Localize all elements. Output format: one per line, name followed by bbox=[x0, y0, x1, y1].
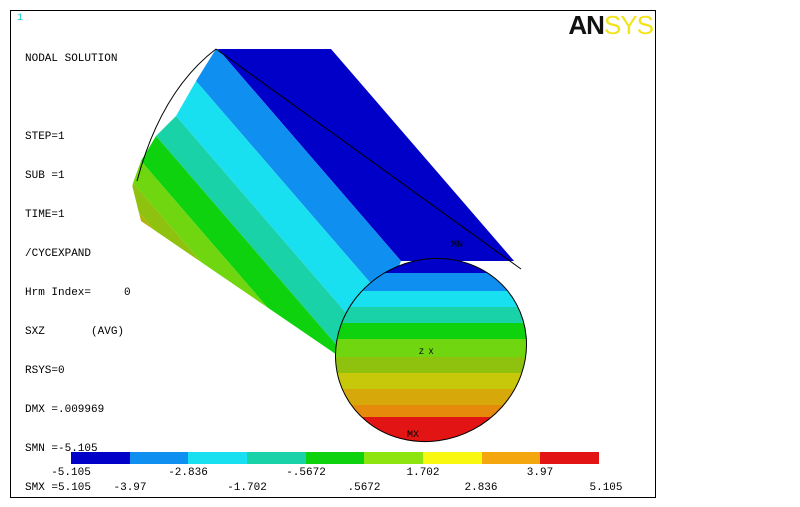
end-cap-outline bbox=[334, 257, 528, 443]
info-line: RSYS=0 bbox=[25, 365, 65, 377]
solution-info-block: NODAL SOLUTION STEP=1 SUB =1 TIME=1 /CYC… bbox=[25, 27, 131, 497]
ansys-logo: ANSYS bbox=[568, 10, 654, 40]
legend-label: .5672 bbox=[347, 482, 381, 494]
side-band bbox=[176, 81, 386, 336]
legend-swatch bbox=[188, 452, 248, 464]
info-line: SXZ (AVG) bbox=[25, 326, 125, 338]
legend-label: 1.702 bbox=[406, 467, 440, 479]
side-band bbox=[156, 116, 366, 356]
info-line: Hrm Index= 0 bbox=[25, 287, 131, 299]
window-number: 1 bbox=[17, 13, 24, 24]
side-band bbox=[211, 49, 521, 261]
info-line: /CYCEXPAND bbox=[25, 248, 92, 260]
graphics-viewport[interactable]: 1 NODAL SOLUTION STEP=1 SUB =1 TIME=1 /C… bbox=[10, 10, 656, 498]
legend-label: 3.97 bbox=[526, 467, 554, 479]
legend-swatch bbox=[129, 452, 189, 464]
legend-swatch bbox=[423, 452, 482, 464]
info-line: SUB =1 bbox=[25, 170, 65, 182]
legend-label: -2.836 bbox=[168, 467, 208, 479]
legend-label: -1.702 bbox=[227, 482, 267, 494]
side-edge bbox=[215, 48, 522, 270]
legend-swatch bbox=[305, 452, 365, 464]
side-band bbox=[141, 136, 346, 381]
info-line: TIME=1 bbox=[25, 209, 65, 221]
contour-legend-bar bbox=[71, 452, 600, 464]
cylinder-model[interactable]: MN MX Z X bbox=[11, 11, 656, 498]
side-edge bbox=[136, 48, 217, 182]
max-marker: MX bbox=[407, 430, 419, 441]
legend-swatch bbox=[364, 452, 424, 464]
legend-label: -5.105 bbox=[51, 467, 91, 479]
legend-lower-labels: -3.97 -1.702 .5672 2.836 5.105 bbox=[71, 482, 641, 494]
info-line: STEP=1 bbox=[25, 131, 65, 143]
legend-swatch bbox=[71, 452, 130, 464]
legend-swatch bbox=[540, 452, 600, 464]
min-marker: MN bbox=[451, 240, 463, 251]
legend-label: -3.97 bbox=[113, 482, 147, 494]
side-band bbox=[196, 49, 401, 301]
info-line: DMX =.009969 bbox=[25, 404, 105, 416]
axis-triad: Z X bbox=[419, 348, 434, 357]
legend-upper-labels: -5.105 -2.836 -.5672 1.702 3.97 bbox=[51, 467, 641, 479]
legend-label: 5.105 bbox=[589, 482, 623, 494]
info-line: SMX =5.105 bbox=[25, 482, 92, 494]
legend-label: -.5672 bbox=[286, 467, 326, 479]
info-line: NODAL SOLUTION bbox=[25, 53, 118, 65]
legend-label: 2.836 bbox=[464, 482, 498, 494]
legend-swatch bbox=[481, 452, 541, 464]
legend-swatch bbox=[247, 452, 306, 464]
